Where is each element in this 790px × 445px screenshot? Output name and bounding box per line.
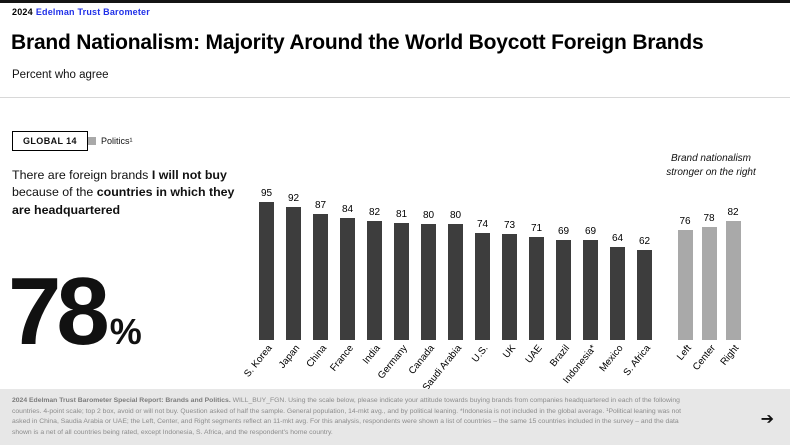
bar-chart: 95 S. Korea 92 Japan 87 China 84 France 82 India 8… bbox=[243, 182, 745, 393]
bar bbox=[475, 232, 490, 340]
header-divider bbox=[0, 97, 790, 98]
bar-value: 82 bbox=[368, 207, 381, 219]
bar bbox=[421, 224, 436, 340]
bar-col-china: 87 China bbox=[304, 182, 334, 370]
bar bbox=[677, 229, 693, 340]
bar-value: 73 bbox=[503, 220, 516, 232]
bar-value: 69 bbox=[557, 225, 570, 237]
legend-politics-label: Politics¹ bbox=[101, 136, 133, 146]
bar-col-u-s: 74 U.S. bbox=[469, 182, 496, 365]
bar-value: 78 bbox=[703, 212, 715, 224]
bar bbox=[340, 218, 355, 340]
bar-label: China bbox=[304, 343, 330, 370]
page-title: Brand Nationalism: Majority Around the W… bbox=[11, 31, 704, 54]
bar-value: 82 bbox=[727, 207, 739, 219]
bar-value: 74 bbox=[476, 218, 489, 230]
bar-value: 69 bbox=[584, 225, 597, 237]
bar bbox=[701, 226, 717, 340]
bar-value: 92 bbox=[287, 192, 300, 204]
bar-label: S. Korea bbox=[242, 343, 276, 380]
bar-col-indonesia: 69 Indonesia* bbox=[561, 182, 604, 386]
bar bbox=[502, 234, 517, 340]
politics-annotation: Brand nationalism stronger on the right bbox=[646, 152, 776, 179]
statement-bold-1: I will not buy bbox=[151, 168, 227, 182]
bar-value: 84 bbox=[341, 204, 354, 216]
top-rule bbox=[0, 0, 790, 3]
next-page-arrow-icon[interactable]: ➔ bbox=[760, 411, 774, 428]
legend-politics: Politics¹ bbox=[88, 136, 133, 146]
bar bbox=[313, 213, 328, 340]
bar-label: Brazil bbox=[548, 343, 573, 369]
report-brand: 2024 Edelman Trust Barometer bbox=[12, 7, 150, 17]
bar-label: U.S. bbox=[470, 343, 492, 365]
bar bbox=[448, 224, 463, 340]
bar-value: 80 bbox=[449, 210, 462, 221]
bar bbox=[725, 221, 741, 340]
politics-annotation-line1: Brand nationalism bbox=[670, 153, 752, 164]
bar bbox=[556, 239, 571, 340]
bar-col-saudi-arabia: 80 Saudi Arabia bbox=[421, 182, 469, 393]
bar bbox=[610, 247, 625, 340]
bar-value: 64 bbox=[611, 233, 624, 245]
bar-col-india: 82 India bbox=[361, 182, 388, 366]
bar-label: Center bbox=[690, 343, 718, 373]
bar-col-center: 78 Center bbox=[690, 182, 721, 373]
bar-label: UK bbox=[500, 343, 519, 361]
bar-col-s-africa: 62 S. Africa bbox=[622, 182, 658, 378]
bar-col-right: 82 Right bbox=[719, 182, 745, 368]
footer-note-bold: 2024 Edelman Trust Barometer Special Rep… bbox=[12, 397, 231, 404]
footer-note-text: WILL_BUY_FGN. Using the scale below, ple… bbox=[12, 397, 682, 436]
bar-value: 71 bbox=[530, 223, 543, 235]
report-brand-name: Edelman Trust Barometer bbox=[35, 7, 150, 17]
bar bbox=[286, 206, 301, 340]
bar-col-mexico: 64 Mexico bbox=[598, 182, 631, 374]
bar-col-canada: 80 Canada bbox=[407, 182, 442, 377]
bar-col-japan: 92 Japan bbox=[277, 182, 307, 371]
bar-value: 62 bbox=[638, 236, 651, 248]
bar-label: Left bbox=[674, 343, 694, 363]
bar-value: 80 bbox=[422, 210, 435, 221]
bar-label: UAE bbox=[523, 343, 546, 366]
bar-label: France bbox=[328, 343, 357, 374]
bar bbox=[529, 237, 544, 340]
global-14-badge: GLOBAL 14 bbox=[12, 131, 88, 151]
footer-note: 2024 Edelman Trust Barometer Special Rep… bbox=[0, 389, 790, 445]
bar-col-s-korea: 95 S. Korea bbox=[243, 182, 280, 379]
bar-label: India bbox=[361, 343, 384, 367]
bar bbox=[637, 250, 652, 340]
statement: There are foreign brands I will not buy … bbox=[12, 167, 242, 219]
bar-label: S. Africa bbox=[621, 343, 654, 379]
bar bbox=[367, 221, 382, 340]
statement-bold-2: countries in which they are headquartere… bbox=[12, 185, 235, 217]
bar-label: Japan bbox=[276, 343, 303, 371]
bar-col-france: 84 France bbox=[328, 182, 361, 373]
bar-value: 87 bbox=[314, 199, 327, 211]
politics-annotation-line2: stronger on the right bbox=[666, 166, 756, 178]
bar-col-germany: 81 Germany bbox=[376, 182, 415, 382]
bar-value: 76 bbox=[679, 215, 691, 227]
bar-label: Right bbox=[718, 343, 742, 368]
bar bbox=[394, 222, 409, 340]
legend-politics-swatch bbox=[88, 137, 96, 145]
percent-sign: % bbox=[109, 311, 142, 352]
bar-col-left: 76 Left bbox=[673, 182, 697, 363]
statement-pre: There are foreign brands bbox=[12, 168, 152, 182]
bar-col-uk: 73 UK bbox=[496, 182, 523, 360]
bar-value: 95 bbox=[260, 188, 273, 200]
global-average-number: 78 bbox=[8, 258, 110, 365]
page-subtitle: Percent who agree bbox=[12, 69, 109, 81]
statement-mid: because of the bbox=[12, 185, 97, 200]
bar bbox=[583, 239, 598, 340]
bar-col-brazil: 69 Brazil bbox=[548, 182, 577, 369]
global-average-value: 78 % bbox=[8, 264, 142, 360]
bar-value: 81 bbox=[395, 208, 408, 220]
bar bbox=[259, 202, 274, 340]
report-year: 2024 bbox=[12, 7, 33, 17]
bar-col-uae: 71 UAE bbox=[523, 182, 550, 366]
